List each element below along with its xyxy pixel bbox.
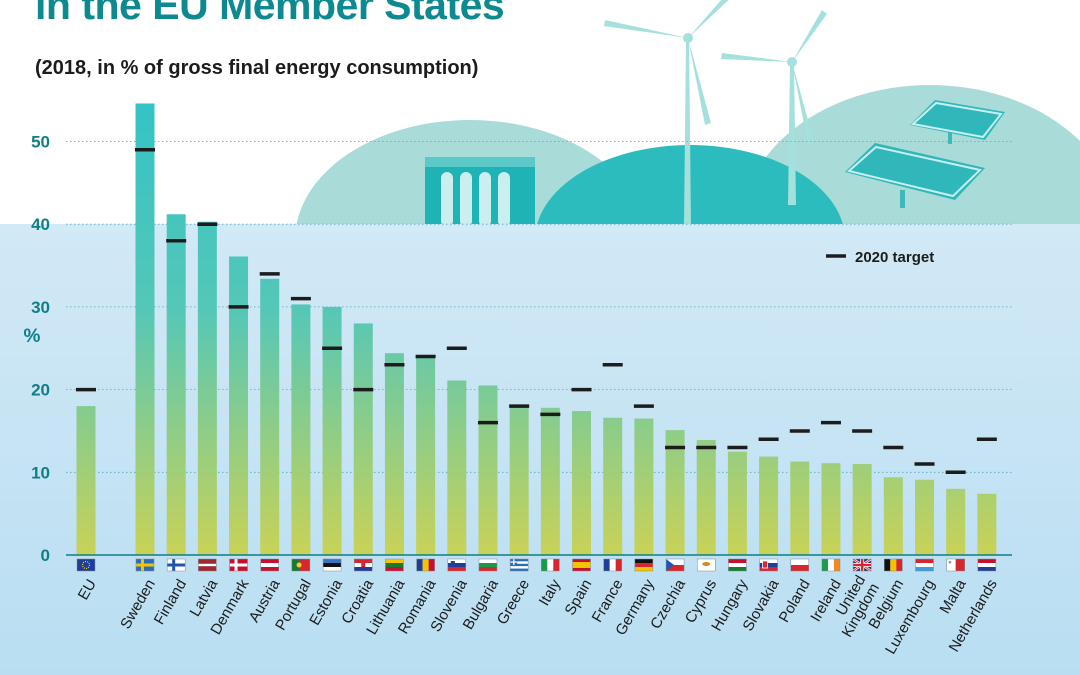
bar-france bbox=[603, 417, 623, 555]
bar-netherlands bbox=[977, 493, 997, 555]
chart-subtitle: (2018, in % of gross final energy consum… bbox=[35, 57, 479, 79]
ireland-flag-icon bbox=[821, 558, 841, 572]
bar-malta bbox=[946, 488, 966, 555]
italy-flag-icon bbox=[541, 558, 560, 572]
bar-eu bbox=[76, 406, 96, 555]
cyprus-flag-icon bbox=[696, 558, 716, 572]
lithuania-flag-icon bbox=[385, 558, 404, 572]
wind-turbine-icon bbox=[721, 10, 827, 205]
greece-flag-icon bbox=[509, 558, 529, 572]
bar-estonia bbox=[322, 306, 342, 555]
hungary-flag-icon bbox=[728, 558, 747, 572]
united-kingdom-flag-icon bbox=[852, 558, 872, 572]
bar-germany bbox=[634, 418, 654, 555]
bar-greece bbox=[509, 406, 529, 555]
bar-sweden bbox=[135, 103, 155, 555]
bar-czechia bbox=[665, 430, 685, 555]
bar-slovakia bbox=[759, 456, 779, 555]
bar-romania bbox=[416, 357, 436, 555]
bar-hungary bbox=[727, 451, 747, 555]
bar-latvia bbox=[197, 221, 217, 555]
y-tick-label: 40 bbox=[31, 215, 50, 234]
bar-lithuania bbox=[384, 353, 404, 555]
wind-turbine-icon bbox=[604, 0, 729, 225]
portugal-flag-icon bbox=[291, 558, 311, 572]
y-tick-label: 50 bbox=[31, 133, 50, 152]
romania-flag-icon bbox=[416, 558, 435, 572]
estonia-flag-icon bbox=[322, 558, 342, 572]
bar-portugal bbox=[291, 304, 311, 555]
bar-belgium bbox=[883, 477, 903, 555]
eu-flag-icon bbox=[76, 558, 96, 572]
poland-flag-icon bbox=[790, 558, 810, 572]
bar-denmark bbox=[229, 256, 249, 555]
dam-icon bbox=[425, 157, 535, 227]
bar-italy bbox=[540, 407, 560, 555]
slovenia-flag-icon bbox=[447, 558, 467, 572]
solar-panel-icon bbox=[910, 100, 1005, 144]
bar-slovenia bbox=[447, 380, 467, 555]
y-tick-label: 20 bbox=[31, 381, 50, 400]
bar-united-kingdom bbox=[852, 464, 872, 555]
denmark-flag-icon bbox=[229, 558, 248, 572]
solar-panel-icon bbox=[845, 143, 985, 208]
bar-spain bbox=[572, 411, 592, 555]
croatia-flag-icon bbox=[354, 558, 373, 572]
malta-flag-icon bbox=[946, 558, 965, 572]
austria-flag-icon bbox=[260, 558, 279, 572]
legend: 2020 target bbox=[826, 249, 934, 266]
bar-austria bbox=[260, 278, 280, 555]
y-axis-label: % bbox=[24, 326, 41, 347]
bar-croatia bbox=[353, 323, 373, 555]
bar-ireland bbox=[821, 463, 841, 555]
slovakia-flag-icon bbox=[759, 558, 778, 572]
bulgaria-flag-icon bbox=[478, 558, 498, 572]
bar-poland bbox=[790, 461, 810, 555]
latvia-flag-icon bbox=[198, 558, 217, 572]
germany-flag-icon bbox=[634, 558, 654, 572]
legend-label: 2020 target bbox=[855, 249, 934, 266]
y-tick-label: 10 bbox=[31, 463, 50, 482]
france-flag-icon bbox=[603, 558, 622, 572]
czechia-flag-icon bbox=[665, 558, 685, 572]
bar-finland bbox=[166, 214, 186, 555]
chart-title: in the EU Member States bbox=[35, 0, 505, 28]
luxembourg-flag-icon bbox=[915, 558, 934, 572]
spain-flag-icon bbox=[572, 558, 591, 572]
y-tick-label: 0 bbox=[41, 546, 50, 565]
y-tick-label: 30 bbox=[31, 298, 50, 317]
bar-bulgaria bbox=[478, 385, 498, 555]
belgium-flag-icon bbox=[884, 558, 903, 572]
sweden-flag-icon bbox=[135, 558, 155, 572]
bar-luxembourg bbox=[915, 479, 934, 555]
finland-flag-icon bbox=[166, 558, 186, 572]
netherlands-flag-icon bbox=[977, 558, 997, 572]
bar-cyprus bbox=[696, 440, 716, 555]
